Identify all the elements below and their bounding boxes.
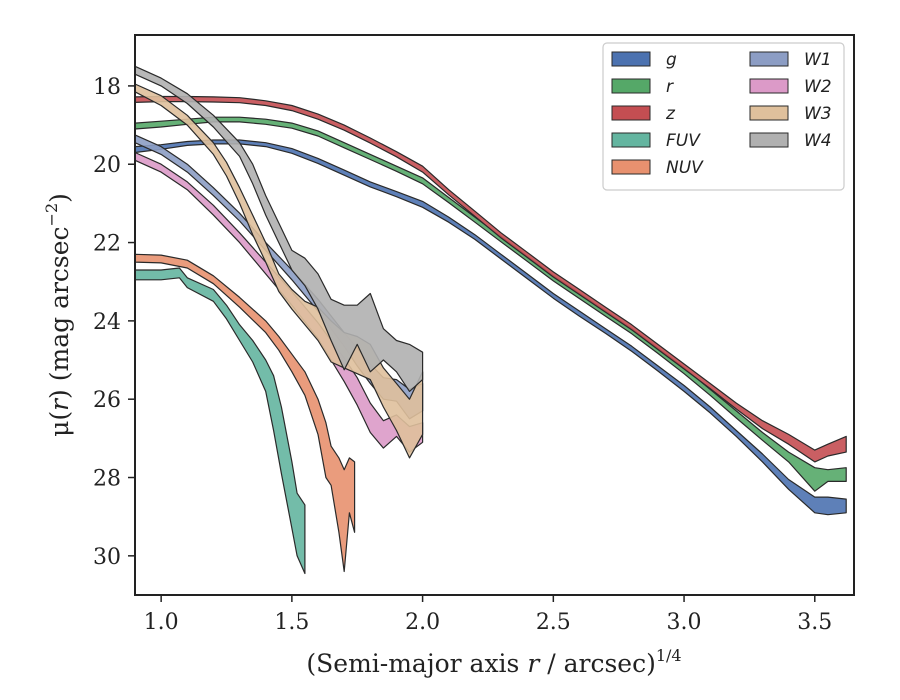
y-tick-label: 20 <box>93 153 121 178</box>
band-w4 <box>134 65 424 392</box>
band-fuv <box>134 267 306 575</box>
x-tick-label: 2.5 <box>536 610 571 635</box>
band-z <box>134 95 847 463</box>
legend-swatch-fuv <box>611 132 651 148</box>
legend-swatch-w3 <box>749 105 789 121</box>
x-tick-label: 1.5 <box>274 610 309 635</box>
legend-swatch-w1 <box>749 51 789 67</box>
legend-label-w4: W4 <box>804 131 832 151</box>
legend-swatch-g <box>611 51 651 67</box>
x-tick-label: 3.5 <box>797 610 832 635</box>
legend-label-w1: W1 <box>804 50 832 70</box>
legend-label-z: z <box>665 104 676 124</box>
band-w3 <box>134 83 424 459</box>
plot-frame <box>134 34 855 596</box>
y-tick-label: 28 <box>93 467 121 492</box>
band-r <box>134 116 847 492</box>
y-axis-label: μ(r) (mag arcsec−2) <box>42 193 74 437</box>
legend-label-w2: W2 <box>804 77 832 97</box>
y-tick-label: 24 <box>93 310 121 335</box>
y-tick-label: 18 <box>93 75 121 100</box>
y-tick-label: 22 <box>93 232 121 257</box>
legend-label-w3: W3 <box>804 104 832 124</box>
legend-swatch-w2 <box>749 78 789 94</box>
x-tick-label: 3.0 <box>667 610 702 635</box>
x-axis-ticks: 1.0 1.5 2.0 2.5 3.0 3.5 <box>144 595 832 635</box>
legend-swatch-z <box>611 105 651 121</box>
legend-label-g: g <box>666 50 677 70</box>
profile-bands <box>134 65 847 575</box>
x-tick-label: 1.0 <box>144 610 179 635</box>
legend-label-nuv: NUV <box>666 158 704 178</box>
y-axis-ticks: 18 20 22 24 26 28 30 <box>93 75 135 570</box>
y-tick-label: 30 <box>93 545 121 570</box>
legend: grz FUV NUV W1 W2 W3 W4 <box>602 42 845 191</box>
y-tick-label: 26 <box>93 388 121 413</box>
legend-swatch-r <box>611 78 651 94</box>
legend-swatch-nuv <box>611 159 651 175</box>
band-g <box>134 139 847 516</box>
x-axis-label: (Semi-major axis r / arcsec)1/4 <box>306 646 681 678</box>
x-tick-label: 2.0 <box>405 610 440 635</box>
band-nuv <box>134 253 356 573</box>
legend-label-fuv: FUV <box>666 131 701 151</box>
legend-label-r: r <box>666 77 674 97</box>
legend-swatch-w4 <box>749 132 789 148</box>
